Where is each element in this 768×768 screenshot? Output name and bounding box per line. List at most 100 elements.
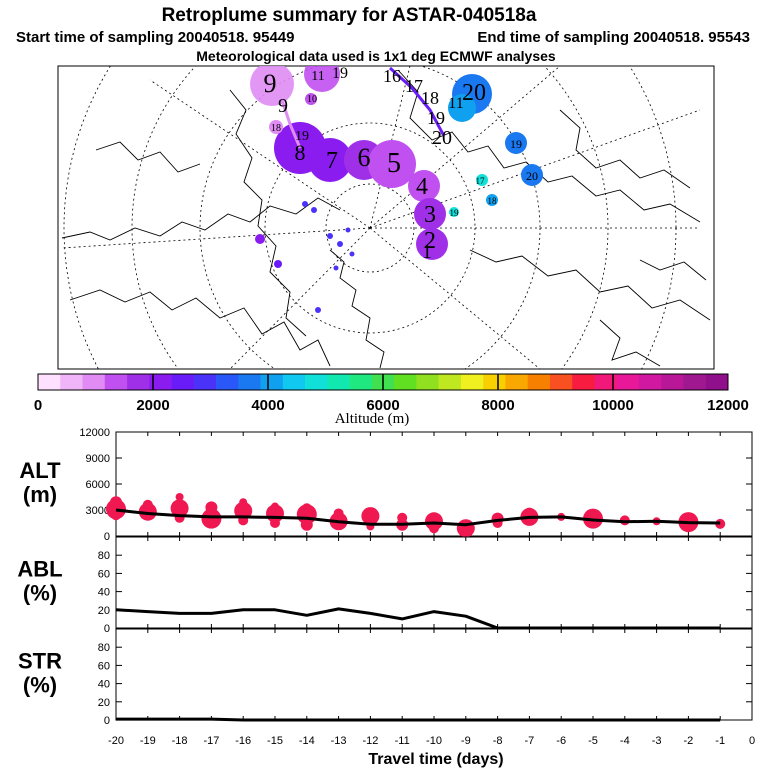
plume-point [111,510,121,521]
map-panel: 9 11 19 16 17 18 19 20 9 10 11 19 20 18 … [57,65,715,370]
colorbar-tick-label: 0 [34,397,42,414]
svg-text:20: 20 [526,169,538,183]
y-tick-label: 0 [104,623,110,635]
plume-track [250,66,543,313]
plume-point [270,518,280,528]
svg-text:19: 19 [450,208,460,218]
plume-point [206,507,217,518]
colorbar-cell [327,374,350,390]
y-tick-label: 20 [98,605,110,617]
plume-point [425,512,443,531]
colorbar: 0 2000 4000 6000 8000 10000 12000 Altitude (m) [34,373,749,427]
plume-point [301,503,312,514]
x-tick-label: -5 [588,735,598,747]
svg-text:1: 1 [422,241,432,263]
figure-title: Retroplume summary for ASTAR-040518a [162,5,537,26]
colorbar-cell [282,374,306,390]
colorbar-cell [483,374,506,390]
series-line-abl [115,607,721,630]
svg-text:10: 10 [307,94,317,105]
svg-text:19: 19 [427,108,445,128]
x-tick-label: -14 [299,735,315,747]
colorbar-cell [416,374,439,390]
colorbar-cell [527,374,551,390]
colorbar-cell [683,374,707,390]
svg-text:20: 20 [462,80,486,106]
svg-text:16: 16 [383,66,401,86]
plume-point [201,508,222,529]
plume-point [234,501,253,520]
plume-point [239,498,248,507]
x-axis-label: Travel time (days) [368,751,503,768]
colorbar-cell [505,374,528,390]
coastlines [61,69,711,369]
y-tick-label: 20 [98,697,110,709]
colorbar-cell [572,374,595,390]
end-time-label: End time of sampling 20040518. 95543 [477,29,750,46]
plume-point [361,507,380,526]
plume-point [397,512,408,523]
panel-label: STR [18,649,62,674]
colorbar-cell [216,374,239,390]
plume-point [429,523,439,534]
colorbar-cell [38,374,61,390]
colorbar-cell [260,374,284,390]
svg-text:9: 9 [278,95,288,117]
panel-str: 0 20 40 60 80 STR(%) [18,628,753,727]
y-tick-label: 80 [98,642,110,654]
svg-text:3: 3 [424,202,436,228]
svg-text:17: 17 [405,76,423,96]
colorbar-tick-label: 12000 [707,397,749,414]
x-tick-label: -13 [331,735,347,747]
colorbar-cell [705,374,729,390]
colorbar-cell [594,374,618,390]
colorbar-tick-label: 2000 [136,397,169,414]
y-tick-label: 60 [98,660,110,672]
svg-text:4: 4 [416,174,428,200]
x-tick-label: -4 [620,735,630,747]
svg-text:19: 19 [332,65,348,82]
svg-text:19: 19 [295,129,309,144]
svg-text:6: 6 [358,143,371,172]
x-tick-label: -20 [108,735,124,747]
series-line-alt [115,508,721,527]
start-time-label: Start time of sampling 20040518. 95449 [16,29,294,46]
map-frame [57,65,715,370]
colorbar-cell [438,374,462,390]
x-tick-label: -19 [140,735,156,747]
plume-point [715,518,726,529]
x-tick-label: -8 [493,735,503,747]
colorbar-cell [104,374,128,390]
colorbar-cell [460,374,484,390]
colorbar-cell [149,374,172,390]
panel-unit-label: (%) [23,581,57,606]
svg-text:7: 7 [326,148,338,174]
plume-point [138,502,157,521]
y-tick-label: 40 [98,679,110,691]
x-tick-label: -3 [652,735,662,747]
track-labels: 9 11 19 16 17 18 19 20 9 10 11 19 20 18 … [264,65,539,263]
colorbar-cell [305,374,328,390]
plume-point [170,499,189,518]
x-tick-label: -7 [525,735,535,747]
plume-point [175,493,184,501]
plume-point [524,507,535,518]
colorbar-cell [616,374,640,390]
plume-point [333,508,344,519]
y-tick-label: 40 [98,587,110,599]
plume-point [300,518,313,531]
svg-text:18: 18 [421,88,439,108]
y-tick-label: 60 [98,568,110,580]
colorbar-cell [60,374,83,390]
y-tick-label: 3000 [86,505,110,517]
series-line-str [116,717,721,722]
colorbar-label: Altitude (m) [335,411,410,427]
panel-abl: 0 20 40 60 80 ABL(%) [17,536,753,635]
y-tick-label: 80 [98,550,110,562]
x-tick-label: -18 [172,735,188,747]
colorbar-tick-label: 10000 [592,397,634,414]
x-tick-label: -1 [715,735,725,747]
x-tick-label: -12 [362,735,378,747]
svg-text:8: 8 [295,140,306,165]
